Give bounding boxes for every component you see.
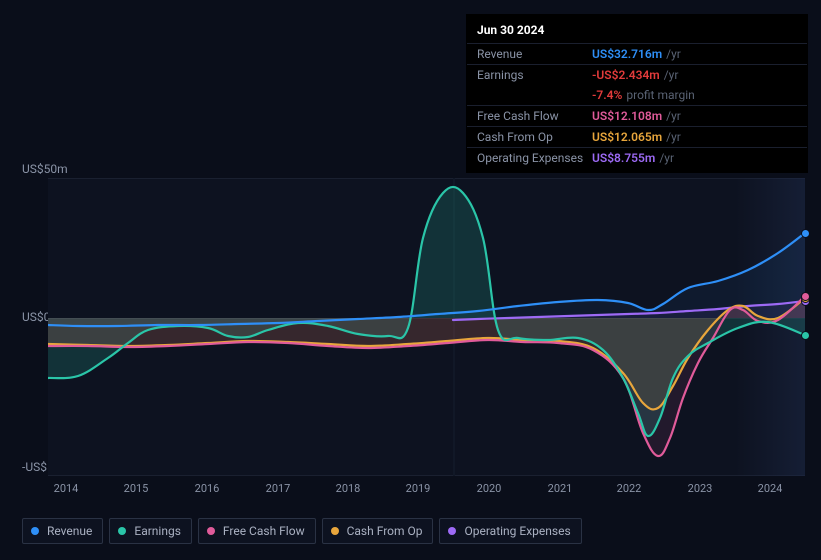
x-tick-label: 2023: [688, 482, 713, 495]
legend-item[interactable]: Operating Expenses: [439, 518, 581, 544]
tooltip-cont-value: -7.4%: [592, 87, 622, 103]
legend-label: Operating Expenses: [464, 524, 570, 538]
legend-dot: [207, 527, 215, 535]
tooltip-unit: /yr: [659, 150, 674, 166]
end-marker-revenue: [801, 229, 810, 238]
legend-dot: [118, 527, 126, 535]
tooltip-value: US$12.065m: [592, 129, 662, 145]
end-marker-fcf: [801, 292, 810, 301]
tooltip-value: US$8.755m: [592, 150, 655, 166]
x-tick-label: 2017: [266, 482, 291, 495]
tooltip-row: RevenueUS$32.716m/yr: [467, 43, 807, 64]
legend-dot: [448, 527, 456, 535]
legend-item[interactable]: Cash From Op: [322, 518, 434, 544]
tooltip-label: Revenue: [477, 46, 592, 62]
legend-label: Earnings: [134, 524, 181, 538]
legend-dot: [331, 527, 339, 535]
legend-label: Free Cash Flow: [223, 524, 305, 538]
x-tick-label: 2019: [406, 482, 431, 495]
tooltip-row-cont: -7.4% profit margin: [467, 85, 807, 105]
x-axis: 2014 2015 2016 2017 2018 2019 2020 2021 2022 2023…: [48, 482, 805, 500]
tooltip-unit: /yr: [666, 129, 681, 145]
x-tick-label: 2016: [195, 482, 220, 495]
tooltip-value: US$12.108m: [592, 108, 662, 124]
tooltip-cont-text: profit margin: [626, 87, 694, 103]
tooltip-date: Jun 30 2024: [467, 15, 807, 43]
y-tick-top: US$50m: [22, 162, 68, 176]
legend-item[interactable]: Revenue: [22, 518, 103, 544]
tooltip-label: Earnings: [477, 67, 592, 83]
tooltip-unit: /yr: [664, 67, 679, 83]
x-tick-label: 2024: [758, 482, 783, 495]
tooltip-row: Operating ExpensesUS$8.755m/yr: [467, 147, 807, 168]
tooltip-value: -US$2.434m: [592, 67, 660, 83]
tooltip-row: Free Cash FlowUS$12.108m/yr: [467, 105, 807, 126]
tooltip-unit: /yr: [666, 108, 681, 124]
tooltip-value: US$32.716m: [592, 46, 662, 62]
x-tick-label: 2014: [54, 482, 79, 495]
legend-label: Revenue: [47, 524, 92, 538]
tooltip-row: Earnings-US$2.434m/yr: [467, 64, 807, 85]
legend-label: Cash From Op: [347, 524, 423, 538]
x-tick-label: 2020: [477, 482, 502, 495]
x-tick-label: 2022: [617, 482, 642, 495]
end-marker-earnings: [801, 331, 810, 340]
legend: Revenue Earnings Free Cash Flow Cash From O…: [22, 518, 582, 544]
tooltip-label: Free Cash Flow: [477, 108, 592, 124]
x-tick-label: 2018: [336, 482, 361, 495]
x-tick-label: 2021: [548, 482, 573, 495]
chart-svg: [48, 178, 805, 476]
tooltip-row: Cash From OpUS$12.065m/yr: [467, 126, 807, 147]
chart-plot-area[interactable]: [48, 178, 805, 476]
tooltip-label: Cash From Op: [477, 129, 592, 145]
x-tick-label: 2015: [124, 482, 149, 495]
tooltip-unit: /yr: [666, 46, 681, 62]
tooltip-label: Operating Expenses: [477, 150, 592, 166]
legend-item[interactable]: Earnings: [109, 518, 192, 544]
chart-tooltip: Jun 30 2024 RevenueUS$32.716m/yrEarnings…: [466, 14, 808, 173]
legend-dot: [31, 527, 39, 535]
legend-item[interactable]: Free Cash Flow: [198, 518, 316, 544]
y-tick-zero: US$0: [22, 310, 50, 324]
